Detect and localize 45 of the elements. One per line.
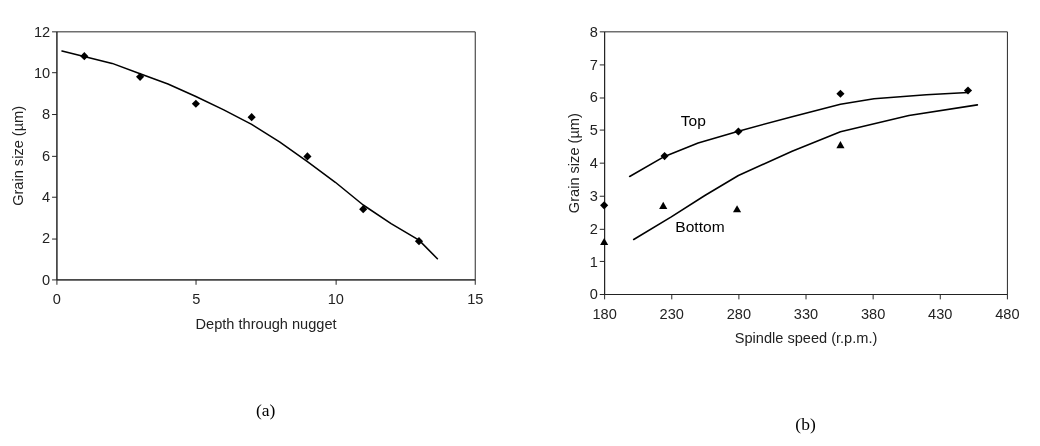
- x-tick-label: 10: [327, 291, 344, 308]
- x-tick-label: 15: [467, 291, 484, 308]
- y-tick-label: 6: [41, 147, 51, 164]
- text: (b): [795, 414, 816, 435]
- y-tick-label: 2: [589, 220, 598, 237]
- y-tick-label: 2: [41, 230, 51, 247]
- point: [600, 237, 609, 246]
- line-series: [61, 50, 439, 260]
- line-series: [632, 104, 979, 241]
- point: [733, 205, 742, 213]
- x-tick-label: 330: [793, 305, 819, 322]
- y-tick-label: 6: [589, 89, 598, 106]
- x-axis-title: Depth through nugget: [195, 315, 337, 332]
- series-label: Bottom: [675, 217, 725, 235]
- y-axis-title: Grain size (µm): [10, 105, 27, 206]
- x-tick-label: 230: [659, 305, 684, 322]
- point: [600, 201, 609, 210]
- x-tick-label: 480: [995, 305, 1020, 322]
- y-axis-title: Grain size (µm): [566, 113, 583, 214]
- point: [303, 152, 312, 161]
- y-tick-label: 12: [33, 23, 51, 40]
- series-label: Top: [680, 112, 706, 130]
- point: [836, 141, 845, 149]
- point: [191, 99, 200, 108]
- y-tick-label: 0: [41, 271, 51, 288]
- text: (a): [255, 399, 276, 420]
- x-tick-label: 280: [726, 305, 752, 322]
- y-tick-label: 5: [589, 122, 598, 139]
- point: [659, 201, 668, 209]
- y-tick-label: 7: [589, 56, 598, 73]
- x-tick-label: 180: [592, 305, 617, 322]
- x-tick-label: 380: [860, 305, 886, 322]
- point: [247, 113, 256, 122]
- x-tick-label: 430: [928, 305, 953, 322]
- x-axis-title: Spindle speed (r.p.m.): [734, 330, 878, 347]
- point: [836, 89, 845, 98]
- y-tick-label: 8: [41, 106, 51, 123]
- y-tick-label: 4: [589, 155, 598, 172]
- y-tick-label: 4: [41, 189, 51, 206]
- y-tick-label: 3: [589, 187, 598, 204]
- point: [359, 205, 368, 214]
- x-tick-label: 5: [192, 291, 201, 308]
- y-tick-label: 8: [589, 23, 598, 40]
- y-tick-label: 10: [33, 65, 51, 82]
- y-tick-label: 1: [589, 253, 598, 270]
